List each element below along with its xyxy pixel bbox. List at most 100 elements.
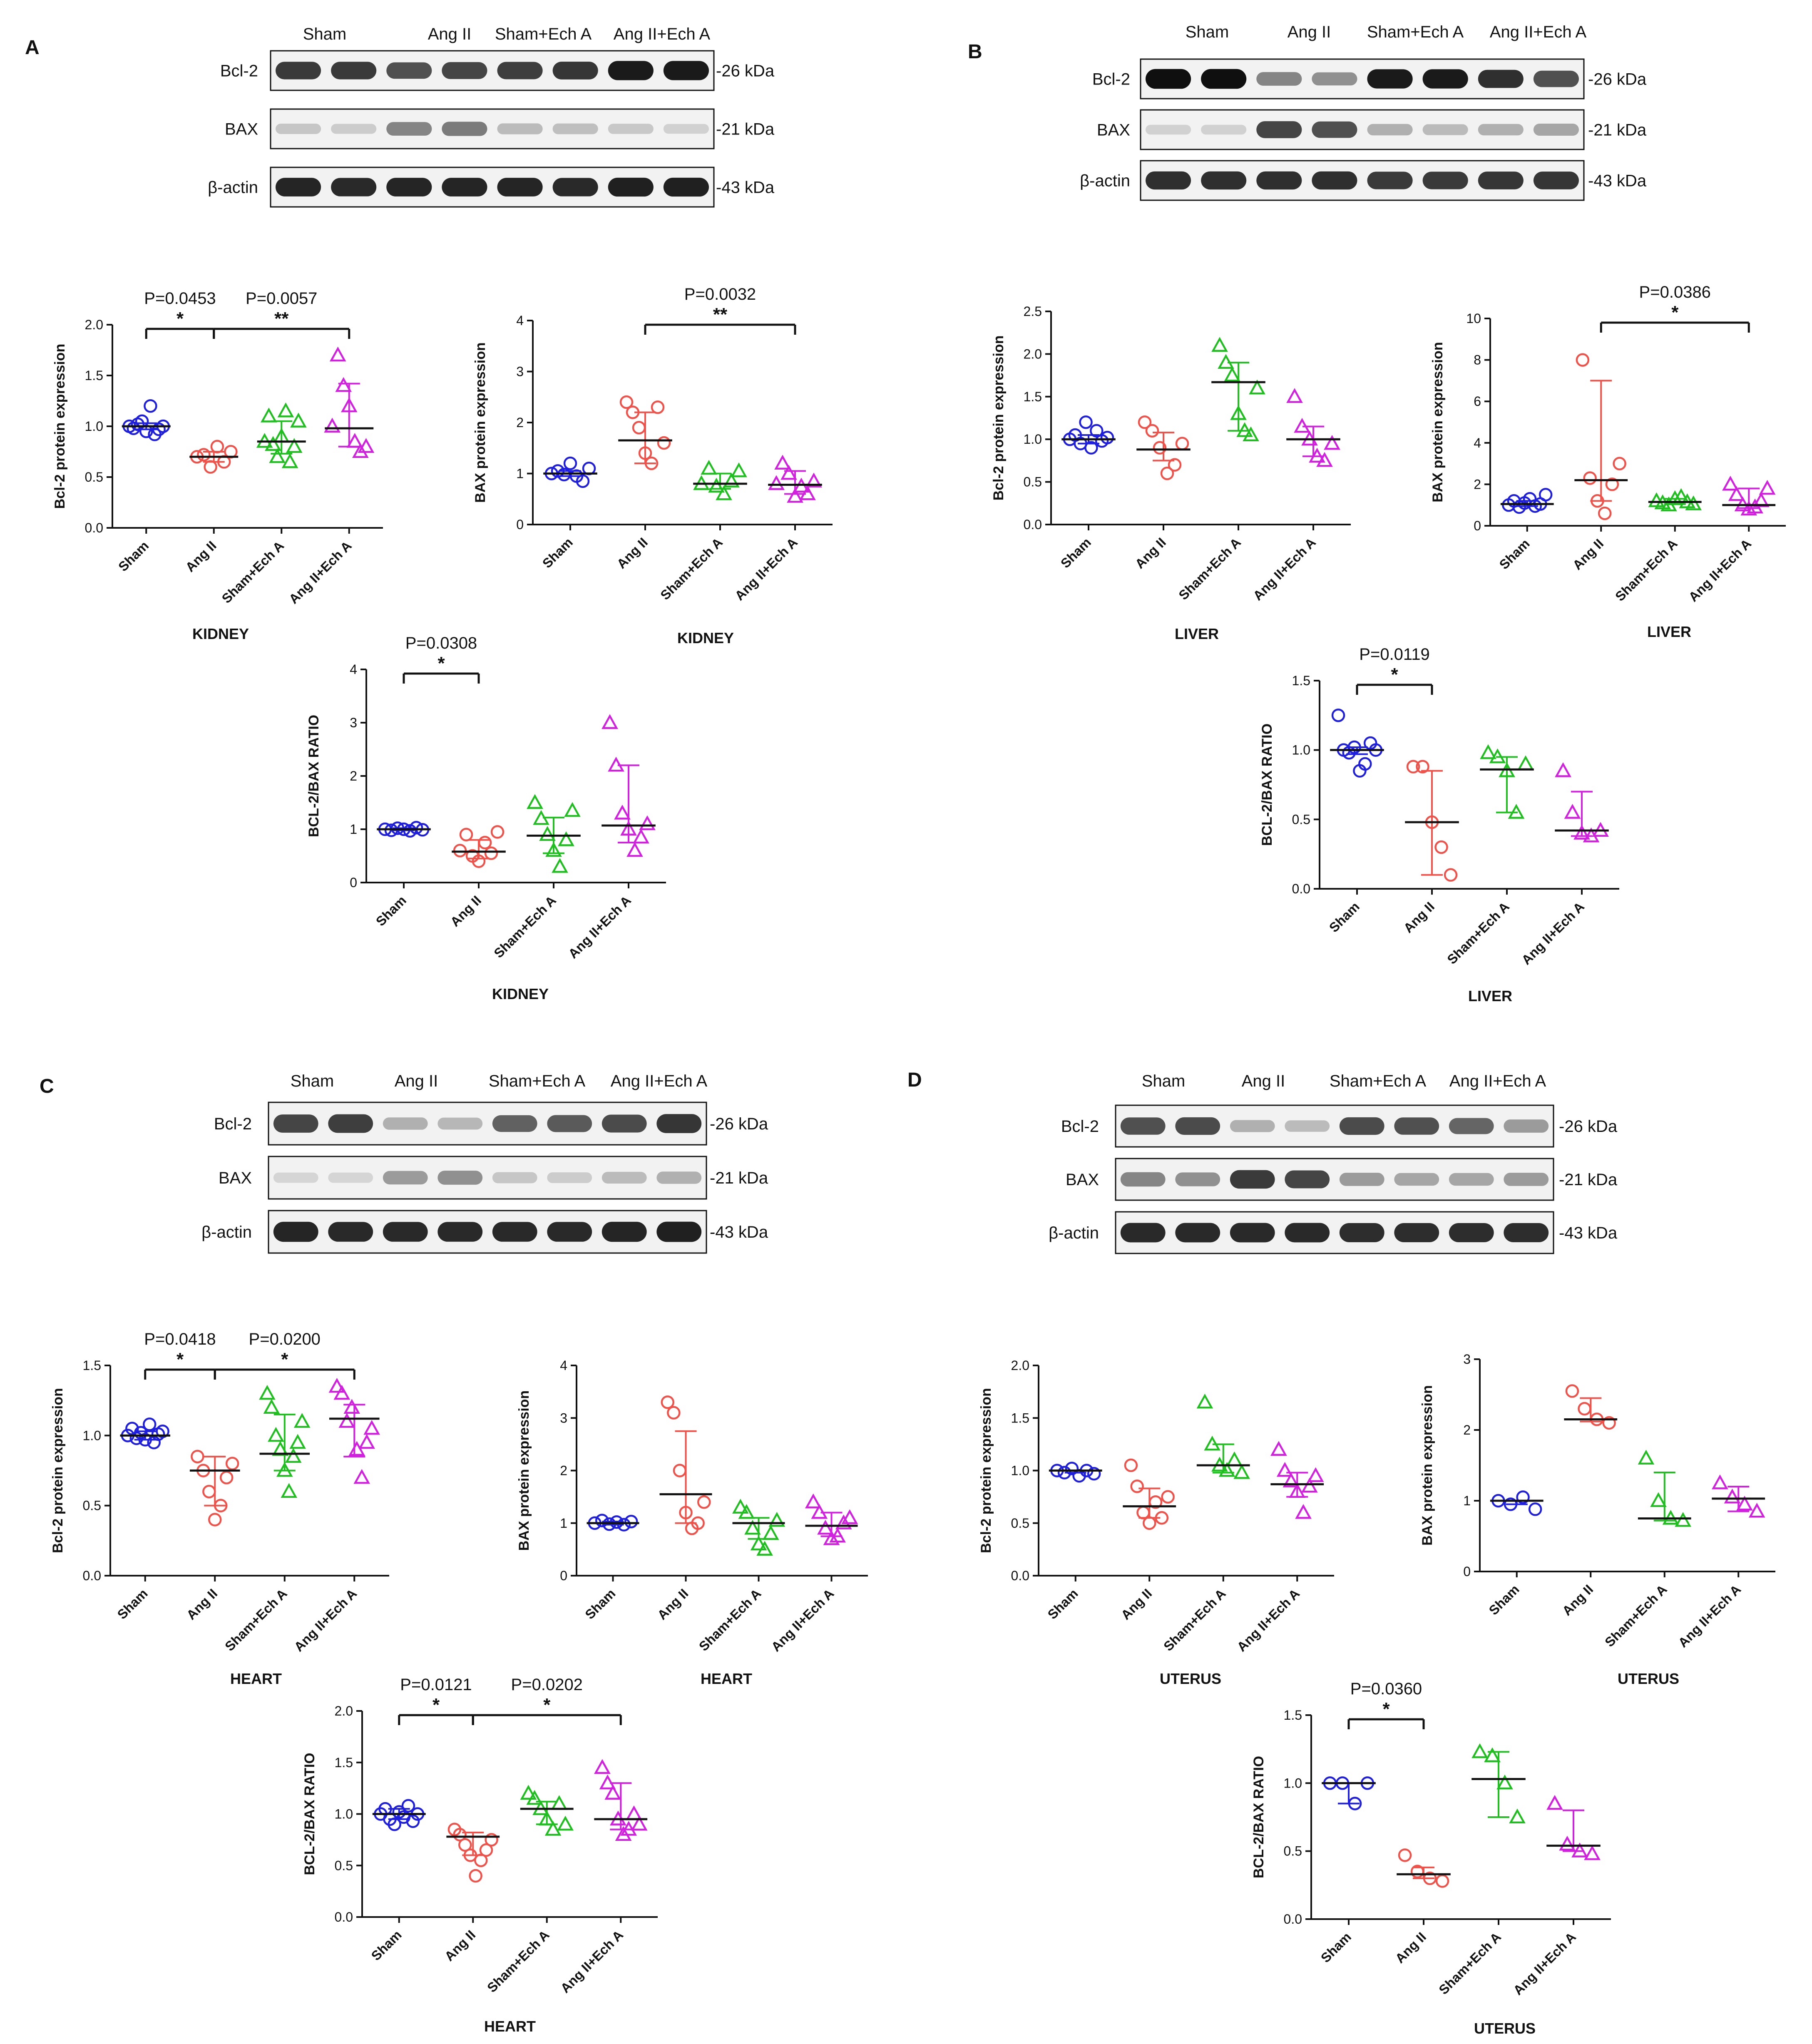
data-point — [1224, 366, 1240, 382]
blot-band — [547, 1172, 592, 1183]
data-point — [631, 1815, 648, 1831]
data-point — [602, 714, 618, 729]
data-point — [260, 407, 277, 423]
blot-protein-label: β-actin — [201, 1223, 252, 1241]
data-point — [127, 421, 141, 435]
y-tick-label: 0.0 — [335, 1910, 353, 1925]
blot-band — [1201, 69, 1247, 89]
data-point — [1576, 353, 1590, 367]
y-axis-label: BCL-2/BAX RATIO — [302, 1753, 318, 1875]
y-tick-label: 1.5 — [1011, 1410, 1029, 1425]
data-point — [1196, 1393, 1213, 1409]
y-axis-label: BCL-2/BAX RATIO — [1251, 1756, 1267, 1878]
data-point — [576, 474, 590, 488]
p-value-label: P=0.0032 — [684, 285, 756, 303]
y-tick-label: 0.0 — [83, 1568, 101, 1583]
data-point — [328, 1378, 345, 1393]
blot-band — [656, 1221, 702, 1242]
y-tick-label: 0.5 — [1011, 1516, 1029, 1531]
data-point — [363, 1420, 380, 1435]
blot-band — [1175, 1117, 1220, 1135]
blot-band — [275, 178, 321, 196]
data-point — [1211, 337, 1228, 352]
data-point — [667, 1406, 681, 1420]
tissue-label: HEART — [230, 1670, 282, 1687]
data-point — [285, 1448, 302, 1463]
data-point — [732, 1499, 749, 1514]
blot-lane-label: Ang II — [1242, 1072, 1285, 1090]
data-point — [768, 1512, 785, 1527]
data-point — [756, 1541, 773, 1556]
blot-band — [1120, 1117, 1166, 1135]
data-point — [1598, 506, 1612, 520]
data-point — [406, 1814, 420, 1828]
y-tick-label: 1.0 — [83, 1428, 101, 1443]
data-point — [697, 1495, 711, 1509]
y-tick-label: 0.5 — [1292, 812, 1310, 827]
data-point — [1480, 744, 1496, 759]
blot-band — [1449, 1118, 1494, 1134]
data-point — [1160, 466, 1174, 480]
data-point — [1249, 379, 1265, 395]
data-point — [1724, 1488, 1741, 1504]
blot-kda-label: -21 kDa — [1559, 1171, 1618, 1189]
data-point — [1650, 1492, 1667, 1507]
data-point — [1555, 762, 1571, 777]
data-point — [520, 1785, 537, 1800]
data-point — [144, 399, 157, 413]
blot-protein-label: BAX — [225, 120, 258, 139]
y-axis-label: BAX protein expression — [1419, 1385, 1435, 1545]
data-point — [701, 460, 717, 475]
data-point — [633, 828, 649, 844]
data-point — [787, 487, 803, 503]
data-point — [1638, 1450, 1655, 1465]
y-axis-label: BCL-2/BAX RATIO — [1259, 724, 1275, 846]
blot-band — [1394, 1173, 1439, 1186]
blot-kda-label: -21 kDa — [716, 120, 775, 139]
blot-band — [1504, 1119, 1549, 1133]
data-point — [1079, 415, 1093, 429]
data-point — [716, 485, 732, 500]
data-point — [626, 842, 643, 857]
data-point — [651, 400, 665, 414]
western-blot: Sham Ang II Sham+Ech A Ang II+Ech A Bcl-2 -26… — [208, 25, 775, 208]
blot-band — [273, 1114, 318, 1133]
p-value-label: P=0.0453 — [144, 289, 216, 308]
y-tick-label: 0 — [516, 517, 524, 532]
data-point — [805, 1493, 822, 1509]
tissue-label: LIVER — [1175, 625, 1219, 642]
data-point — [490, 825, 505, 839]
data-point — [823, 1530, 840, 1545]
blot-lane-label: Sham+Ech A — [489, 1072, 586, 1090]
data-point — [526, 1790, 543, 1805]
data-point — [1358, 757, 1372, 771]
data-point — [563, 456, 577, 470]
data-point — [1324, 435, 1340, 450]
y-tick-label: 4 — [516, 313, 524, 328]
panel-letter: D — [907, 1069, 922, 1091]
y-axis-label: BAX protein expression — [472, 342, 488, 502]
data-point — [353, 1469, 370, 1484]
blot-band — [1201, 124, 1247, 135]
data-point — [453, 1828, 467, 1842]
blot-band — [663, 177, 709, 197]
western-blot: Sham Ang II Sham+Ech A Ang II+Ech A Bcl-2 -26… — [1049, 1072, 1618, 1254]
blot-band — [1256, 121, 1302, 138]
blot-lane-label: Ang II — [395, 1072, 438, 1090]
data-point — [485, 1833, 498, 1847]
data-point — [1605, 477, 1619, 491]
data-point — [134, 1426, 148, 1440]
blot-band — [1339, 1173, 1384, 1186]
data-point — [1316, 452, 1333, 467]
tissue-label: HEART — [484, 2018, 536, 2035]
blot-kda-label: -26 kDa — [716, 62, 775, 80]
blot-band — [1145, 171, 1191, 190]
blot-lane-label: Sham+Ech A — [1330, 1072, 1427, 1090]
significance-stars: ** — [274, 308, 289, 329]
blot-band — [1504, 1223, 1549, 1243]
y-tick-label: 1 — [560, 1516, 567, 1531]
data-point — [552, 858, 568, 873]
blot-band — [383, 1117, 428, 1130]
blot-lane-label: Ang II+Ech A — [611, 1072, 708, 1090]
